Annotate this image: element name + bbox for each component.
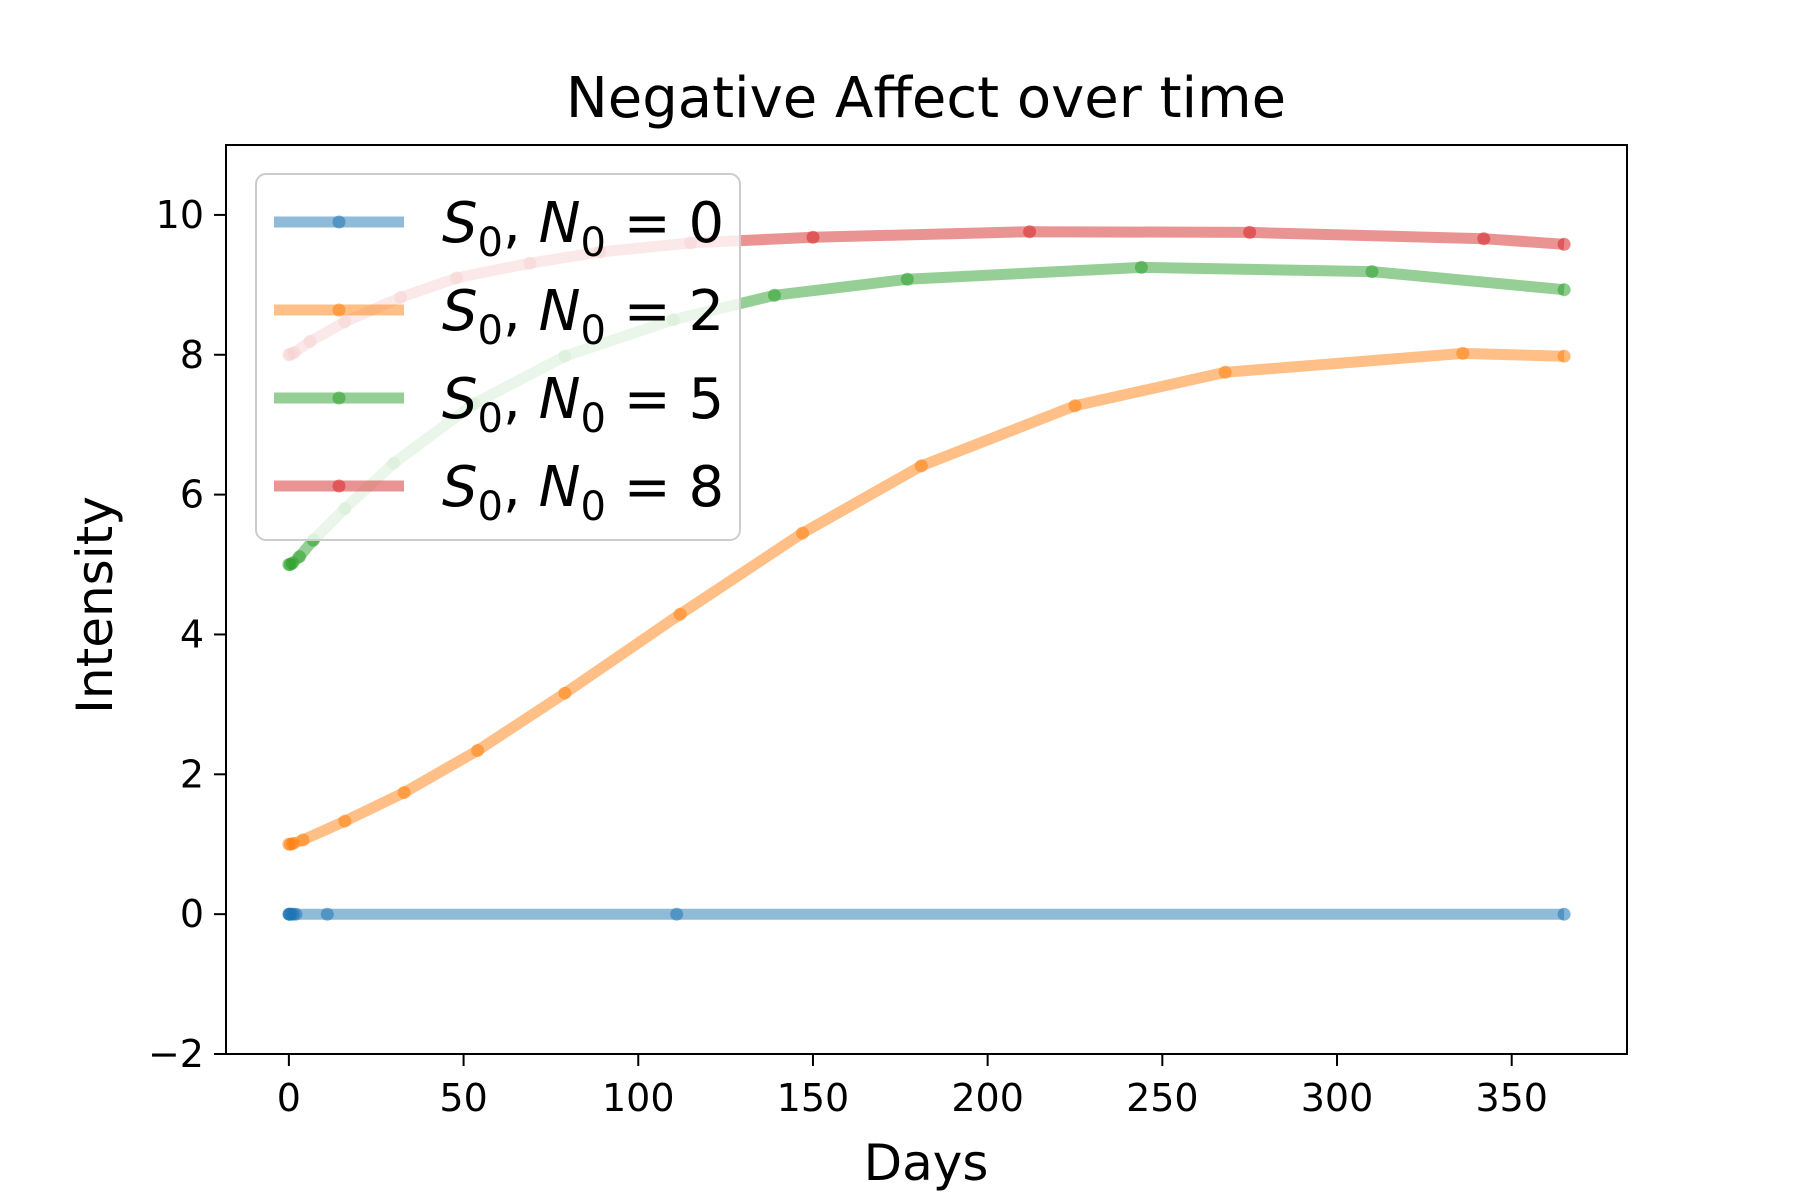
- data-point: [673, 607, 687, 621]
- data-point: [670, 907, 684, 921]
- legend-label-part: 0: [581, 396, 606, 442]
- y-tick-label: 0: [180, 892, 204, 936]
- legend-label-part: 0: [478, 308, 503, 354]
- data-point: [1557, 907, 1571, 921]
- data-point: [1023, 225, 1037, 239]
- legend-label-part: S: [442, 455, 478, 520]
- legend-swatch-marker: [332, 215, 346, 229]
- legend-entry-3: S0, N0 = 8: [274, 455, 724, 530]
- legend-label-part: 0: [478, 484, 503, 530]
- data-point: [320, 907, 334, 921]
- legend-label-part: = 8: [606, 455, 724, 520]
- legend-label: S0, N0 = 0: [442, 191, 724, 266]
- legend-swatch-marker: [332, 303, 346, 317]
- data-point: [296, 833, 310, 847]
- y-tick-label: 2: [180, 752, 204, 796]
- legend-label-part: 0: [478, 220, 503, 266]
- legend-entry-2: S0, N0 = 5: [274, 367, 724, 442]
- legend-label-part: S: [442, 191, 478, 256]
- data-point: [806, 230, 820, 244]
- y-tick-label: 6: [180, 473, 204, 517]
- data-point: [1068, 399, 1082, 413]
- data-point: [1243, 225, 1257, 239]
- data-point: [1557, 349, 1571, 363]
- data-point: [1134, 260, 1148, 274]
- legend: S0, N0 = 0S0, N0 = 2S0, N0 = 5S0, N0 = 8: [255, 173, 741, 541]
- x-axis-label: Days: [864, 1134, 989, 1192]
- data-point: [471, 744, 485, 757]
- legend-label-part: = 0: [606, 191, 724, 256]
- legend-frame: [255, 173, 741, 541]
- legend-label-part: = 2: [606, 279, 724, 344]
- legend-label-part: S: [442, 279, 478, 344]
- data-point: [1557, 283, 1571, 297]
- legend-label-part: N: [539, 455, 581, 520]
- x-tick-label: 300: [1301, 1076, 1374, 1120]
- legend-label-part: S: [442, 367, 478, 432]
- data-point: [397, 786, 411, 799]
- x-tick-label: 50: [439, 1076, 487, 1120]
- legend-entry-0: S0, N0 = 0: [274, 191, 724, 266]
- legend-label: S0, N0 = 5: [442, 367, 724, 442]
- data-point: [1365, 265, 1379, 279]
- series-1: [282, 346, 1571, 851]
- y-tick-label: 4: [180, 612, 204, 656]
- legend-label-part: ,: [503, 191, 539, 256]
- x-tick-label: 0: [277, 1076, 301, 1120]
- x-axis: 0 50 100 150 200 250 300 350: [277, 1054, 1548, 1120]
- data-point: [1218, 365, 1232, 379]
- legend-label-part: 0: [581, 220, 606, 266]
- data-point: [1557, 237, 1571, 251]
- data-point: [289, 907, 303, 921]
- plot-frame: [225, 144, 1628, 1055]
- legend-label-part: ,: [503, 279, 539, 344]
- data-point: [286, 837, 300, 850]
- data-point: [900, 272, 914, 286]
- legend-label-part: ,: [503, 455, 539, 520]
- y-axis-label: Intensity: [66, 496, 124, 714]
- legend-label-part: N: [539, 191, 581, 256]
- x-tick-label: 100: [602, 1076, 675, 1120]
- data-point: [1456, 346, 1470, 360]
- legend-label-part: 0: [478, 396, 503, 442]
- data-point: [558, 686, 572, 700]
- legend-label-part: 0: [581, 308, 606, 354]
- series-0: [282, 907, 1571, 921]
- legend-label: S0, N0 = 2: [442, 279, 724, 354]
- legend-entry-1: S0, N0 = 2: [274, 279, 724, 354]
- data-point: [914, 459, 928, 473]
- x-tick-label: 350: [1475, 1076, 1548, 1120]
- data-point: [768, 288, 781, 302]
- y-tick-label: −2: [148, 1032, 204, 1076]
- y-tick-label: 10: [156, 193, 204, 237]
- legend-label-part: N: [539, 279, 581, 344]
- data-point: [1477, 232, 1491, 246]
- data-point: [292, 550, 306, 564]
- chart-title: Negative Affect over time: [566, 66, 1286, 131]
- y-tick-label: 8: [180, 333, 204, 377]
- x-tick-label: 150: [777, 1076, 850, 1120]
- legend-label-part: N: [539, 367, 581, 432]
- legend-label: S0, N0 = 8: [442, 455, 724, 530]
- data-point: [796, 526, 809, 540]
- legend-label-part: ,: [503, 367, 539, 432]
- x-tick-label: 200: [951, 1076, 1024, 1120]
- legend-label-part: 0: [581, 484, 606, 530]
- data-point: [338, 814, 352, 828]
- legend-swatch-marker: [332, 391, 346, 405]
- y-axis: −2 0 2 4 6 8 10: [148, 193, 226, 1076]
- legend-label-part: = 5: [606, 367, 724, 432]
- x-tick-label: 250: [1126, 1076, 1199, 1120]
- legend-swatch-marker: [332, 479, 346, 493]
